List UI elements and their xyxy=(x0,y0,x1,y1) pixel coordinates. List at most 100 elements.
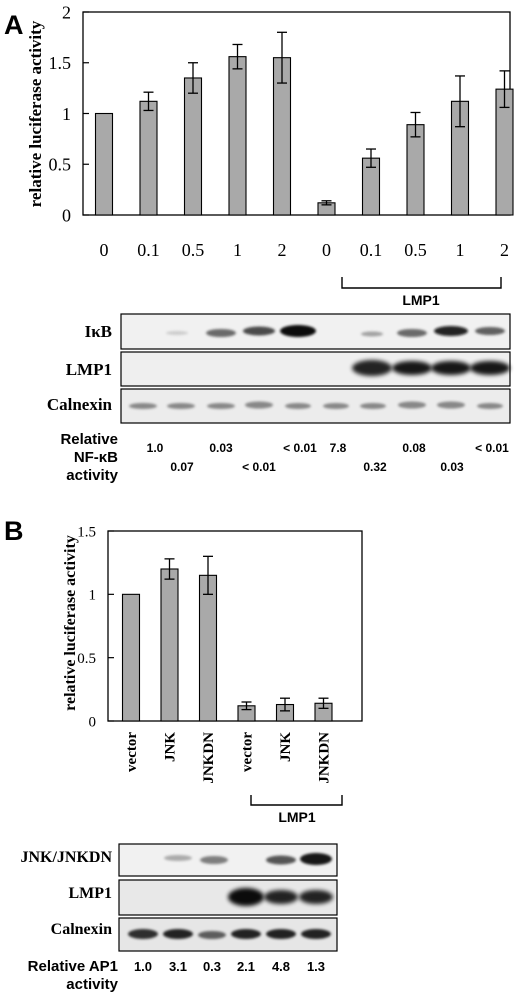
chart-b-xaxis: vector JNK JNKDN vector JNK JNKDN xyxy=(124,732,333,784)
y-tick-label: 1.5 xyxy=(77,524,96,540)
blot-band xyxy=(323,403,349,409)
x-tick-label: 0 xyxy=(100,240,109,260)
error-bar xyxy=(410,111,421,138)
blot-a: IκB LMP1 Calnexin xyxy=(47,313,511,424)
y-tick-label: 1.5 xyxy=(49,53,72,73)
nfkb-value: < 0.01 xyxy=(283,441,317,455)
chart-a-bracket-label: LMP1 xyxy=(402,292,440,308)
x-tick-label: JNKDN xyxy=(317,732,333,784)
x-tick-label: JNK xyxy=(278,732,294,762)
ap1-value: 1.3 xyxy=(307,959,325,974)
blot-band xyxy=(280,325,316,337)
x-tick-label: 2 xyxy=(500,240,509,260)
blot-band xyxy=(361,331,383,337)
x-tick-label: 1 xyxy=(456,240,465,260)
blot-band xyxy=(207,403,235,409)
chart-b-bracket-label: LMP1 xyxy=(278,809,316,825)
bar xyxy=(406,124,425,216)
blot-band xyxy=(434,326,468,336)
blot-band xyxy=(128,929,158,939)
bar xyxy=(198,574,218,722)
ap1-value: 3.1 xyxy=(169,959,187,974)
bar xyxy=(160,568,179,722)
x-tick-label: vector xyxy=(240,732,256,772)
blot-band xyxy=(164,855,192,861)
chart-b-ylabel: relative luciferase activity xyxy=(62,535,79,711)
relative-nfkb-label-1: Relative xyxy=(60,431,118,448)
ap1-value: 4.8 xyxy=(272,959,290,974)
blot-band xyxy=(200,856,228,864)
error-bar xyxy=(241,701,252,711)
blot-band xyxy=(352,360,392,376)
y-tick-label: 0 xyxy=(62,205,71,225)
relative-ap1: Relative AP1 activity 1.0 3.1 0.3 2.1 4.… xyxy=(28,958,325,993)
relative-ap1-label-2: activity xyxy=(66,976,118,993)
blot-band xyxy=(264,890,298,904)
relative-nfkb-label-3: activity xyxy=(66,467,118,484)
blot-band xyxy=(166,331,188,335)
y-tick-label: 1 xyxy=(62,104,71,124)
blot-b-label-2: LMP1 xyxy=(68,885,112,902)
bar xyxy=(139,100,158,216)
error-bar xyxy=(321,200,332,206)
error-bar xyxy=(318,697,329,709)
nfkb-value: 0.03 xyxy=(440,460,464,474)
nfkb-value: < 0.01 xyxy=(475,441,509,455)
blot-band xyxy=(431,361,471,375)
blot-a-label-2: LMP1 xyxy=(66,360,112,379)
blot-a-label-3: Calnexin xyxy=(47,395,113,414)
error-bar xyxy=(164,558,175,580)
nfkb-value: 1.0 xyxy=(147,441,164,455)
bar xyxy=(183,77,203,216)
x-tick-label: 0.5 xyxy=(182,240,205,260)
x-tick-label: 0.1 xyxy=(360,240,383,260)
blot-band xyxy=(477,403,503,409)
blot-band xyxy=(245,401,273,409)
blot-band xyxy=(167,403,195,409)
blot-band xyxy=(360,403,386,409)
blot-band xyxy=(397,329,427,337)
y-tick-label: 1 xyxy=(89,588,97,604)
chart-a-ylabel: relative luciferase activity xyxy=(26,20,45,207)
error-bar xyxy=(232,43,243,70)
error-bar xyxy=(280,697,290,712)
blot-band xyxy=(206,329,236,337)
blot-band xyxy=(266,855,296,865)
blot-band xyxy=(437,401,465,409)
bar xyxy=(228,56,247,216)
x-tick-label: 0.5 xyxy=(404,240,427,260)
blot-band xyxy=(266,929,296,939)
y-tick-label: 2 xyxy=(62,2,71,22)
error-bar xyxy=(499,70,510,109)
blot-band xyxy=(392,361,432,375)
blot-band xyxy=(470,361,510,375)
nfkb-value: 0.07 xyxy=(170,460,194,474)
chart-a-xaxis: 0 0.1 0.5 1 2 0 0.1 0.5 1 2 xyxy=(100,240,510,260)
chart-b: relative luciferase activity 0 0.5 1 1.5 ve… xyxy=(62,524,363,825)
chart-a-bars xyxy=(94,31,514,216)
blot-band xyxy=(301,929,331,939)
error-bar xyxy=(277,31,287,84)
error-bar xyxy=(366,148,376,168)
error-bar xyxy=(188,62,198,94)
blot-b-label-3: Calnexin xyxy=(51,921,112,938)
ap1-value: 2.1 xyxy=(237,959,255,974)
chart-b-frame xyxy=(107,530,363,722)
blot-a-label-1: IκB xyxy=(85,322,112,341)
chart-b-bracket: LMP1 xyxy=(250,795,343,825)
x-tick-label: JNKDN xyxy=(201,732,217,784)
error-bar xyxy=(203,555,213,595)
ap1-value: 1.0 xyxy=(134,959,152,974)
x-tick-label: 1 xyxy=(233,240,242,260)
blot-band xyxy=(285,403,311,409)
chart-a-yaxis: 0 0.5 1 1.5 2 xyxy=(49,2,89,225)
nfkb-value: 0.03 xyxy=(209,441,233,455)
nfkb-value: 0.32 xyxy=(363,460,387,474)
bar xyxy=(121,593,141,722)
y-tick-label: 0 xyxy=(89,714,97,730)
nfkb-value: < 0.01 xyxy=(242,460,276,474)
blot-band xyxy=(228,888,264,906)
blot-band xyxy=(300,853,332,865)
chart-b-bars xyxy=(121,555,333,722)
